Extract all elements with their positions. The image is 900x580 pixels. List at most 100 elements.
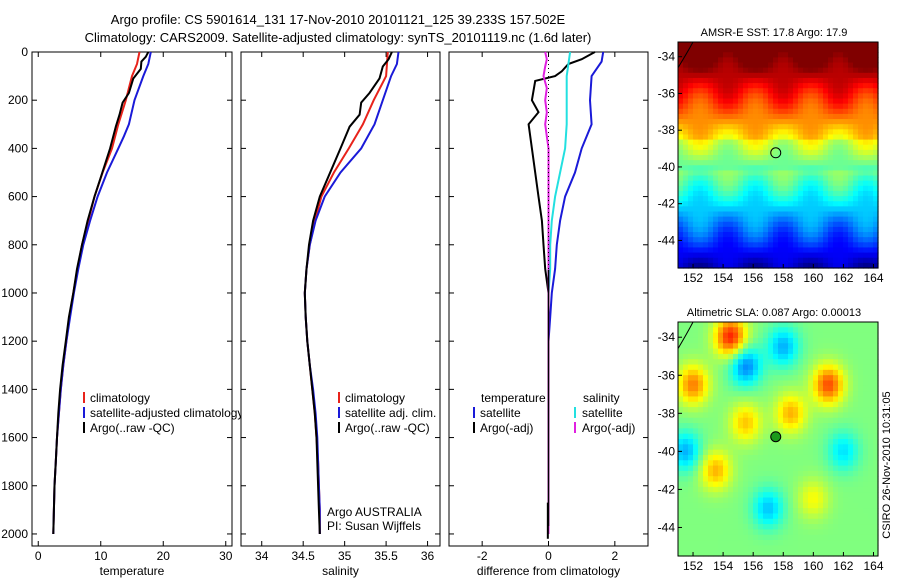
salinity-panel: 34 34.5 35 35.5 36salinityclimatologysatelli… bbox=[240, 51, 441, 578]
sst_map-cell bbox=[698, 165, 704, 172]
sla_map-cell bbox=[713, 433, 719, 440]
sla_map-cell bbox=[843, 407, 849, 414]
sla_map-cell bbox=[813, 369, 819, 376]
sst_map-cell bbox=[763, 242, 769, 249]
sla_map-cell bbox=[683, 423, 689, 429]
sst_map-cell bbox=[753, 77, 759, 84]
sst_map-cell bbox=[778, 108, 784, 115]
sla_map-cell bbox=[828, 524, 834, 531]
sla_map-cell bbox=[793, 337, 799, 344]
sst_map-cell bbox=[848, 42, 854, 48]
sst_map-cell bbox=[858, 98, 864, 105]
sst_map-cell bbox=[728, 257, 734, 264]
sla_map-cell bbox=[763, 454, 769, 461]
sst_map-cell bbox=[773, 129, 779, 136]
sla_map-cell bbox=[728, 322, 734, 328]
sst_map-cell bbox=[858, 77, 864, 84]
sla_map-cell bbox=[818, 465, 824, 472]
sla_map-cell bbox=[733, 428, 739, 435]
sst_map-cell bbox=[753, 206, 759, 213]
sst_map-cell bbox=[843, 196, 849, 202]
sst_map-cell bbox=[773, 119, 779, 125]
sst_map-cell bbox=[808, 201, 814, 207]
sla_map-cell bbox=[858, 444, 864, 451]
sla_map-cell bbox=[843, 391, 849, 398]
sst_map-cell bbox=[803, 185, 809, 192]
sla_map-cell bbox=[728, 332, 734, 339]
sla_map-cell bbox=[753, 513, 759, 520]
sla_map-cell bbox=[873, 396, 879, 403]
sla_map-cell bbox=[863, 428, 869, 435]
sst_map-cell bbox=[693, 139, 699, 146]
sla_map-cell bbox=[753, 460, 759, 467]
sla_map-cell bbox=[773, 369, 779, 376]
sla_map-cell bbox=[778, 486, 784, 493]
sst_map-cell bbox=[848, 124, 854, 130]
sst_map-cell bbox=[868, 180, 874, 187]
sst_map-cell bbox=[743, 221, 749, 228]
sst_map-cell bbox=[738, 134, 744, 141]
sst_map-cell bbox=[813, 262, 819, 269]
salinity-xtick-label: 36 bbox=[421, 549, 435, 563]
sst_map-cell bbox=[803, 196, 809, 202]
sla_map-cell bbox=[733, 486, 739, 493]
sst_map-cell bbox=[773, 72, 779, 79]
sst_map-cell bbox=[788, 144, 794, 151]
sla_map-cell bbox=[778, 417, 784, 424]
sla_map-cell bbox=[808, 508, 814, 515]
sla_map-cell bbox=[763, 470, 769, 477]
sla_map-cell bbox=[708, 502, 714, 509]
sst_map-cell bbox=[723, 165, 729, 172]
sst_map-cell bbox=[688, 226, 694, 233]
sst_map-cell bbox=[813, 62, 819, 69]
sst_map-cell bbox=[728, 88, 734, 94]
sla_map-cell bbox=[803, 396, 809, 403]
sst_map-cell bbox=[783, 160, 789, 166]
sla_map-cell bbox=[803, 412, 809, 419]
sla_map-cell bbox=[748, 508, 754, 515]
sst_map-cell bbox=[803, 83, 809, 89]
difference-series-line bbox=[547, 51, 572, 534]
sst_map-cell bbox=[763, 47, 769, 53]
sst_map-cell bbox=[803, 242, 809, 249]
sla_map-cell bbox=[693, 322, 699, 328]
sst_map-cell bbox=[738, 160, 744, 166]
sla_map-cell bbox=[783, 369, 789, 376]
sla_map-cell bbox=[828, 375, 834, 382]
sst_map-cell bbox=[678, 206, 684, 213]
sla_map-cell bbox=[818, 428, 824, 435]
sst_map-cell bbox=[728, 232, 734, 238]
sst_map-cell bbox=[778, 257, 784, 264]
sla_map-cell bbox=[828, 417, 834, 424]
sla_map-cell bbox=[848, 524, 854, 531]
sla_map-cell bbox=[688, 454, 694, 461]
sst_map-cell bbox=[693, 216, 699, 223]
sla_map-cell bbox=[848, 407, 854, 414]
sst_map-cell bbox=[843, 216, 849, 223]
sst_map-cell bbox=[863, 211, 869, 218]
sla_map-cell bbox=[693, 534, 699, 541]
sla_map-cell bbox=[703, 369, 709, 376]
sla_map-cell bbox=[708, 359, 714, 366]
sla_map-cell bbox=[868, 327, 874, 334]
sst_map-cell bbox=[848, 119, 854, 125]
temperature-xtick-label: 10 bbox=[94, 549, 108, 563]
sst_map-cell bbox=[728, 134, 734, 141]
sla_map-cell bbox=[798, 550, 804, 557]
sst_map-cell bbox=[798, 185, 804, 192]
sst_map-cell bbox=[708, 262, 714, 269]
sst_map-cell bbox=[858, 119, 864, 125]
sla_map-cell bbox=[853, 454, 859, 461]
sla_map-cell bbox=[863, 476, 869, 483]
sst_map-cell bbox=[708, 129, 714, 136]
sla_map-cell bbox=[788, 369, 794, 376]
sst_map-cell bbox=[848, 242, 854, 249]
sla_map-cell bbox=[823, 391, 829, 398]
sst_map-cell bbox=[733, 88, 739, 94]
sst_map-cell bbox=[683, 190, 689, 197]
sla_map-cell bbox=[783, 396, 789, 403]
sla_map-cell bbox=[693, 364, 699, 371]
sst_map-cell bbox=[793, 139, 799, 146]
sla_map-cell bbox=[713, 550, 719, 557]
sla_map-cell bbox=[803, 470, 809, 477]
